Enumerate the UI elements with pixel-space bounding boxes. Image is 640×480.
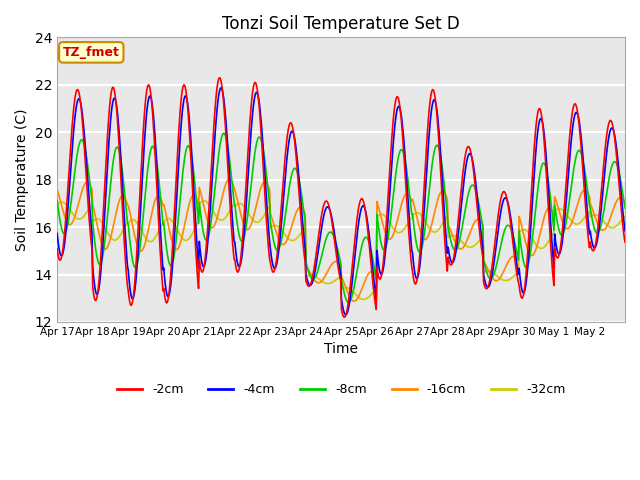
Title: Tonzi Soil Temperature Set D: Tonzi Soil Temperature Set D [222,15,460,33]
X-axis label: Time: Time [324,342,358,356]
Y-axis label: Soil Temperature (C): Soil Temperature (C) [15,108,29,251]
Text: TZ_fmet: TZ_fmet [63,46,120,59]
Legend: -2cm, -4cm, -8cm, -16cm, -32cm: -2cm, -4cm, -8cm, -16cm, -32cm [112,378,570,401]
